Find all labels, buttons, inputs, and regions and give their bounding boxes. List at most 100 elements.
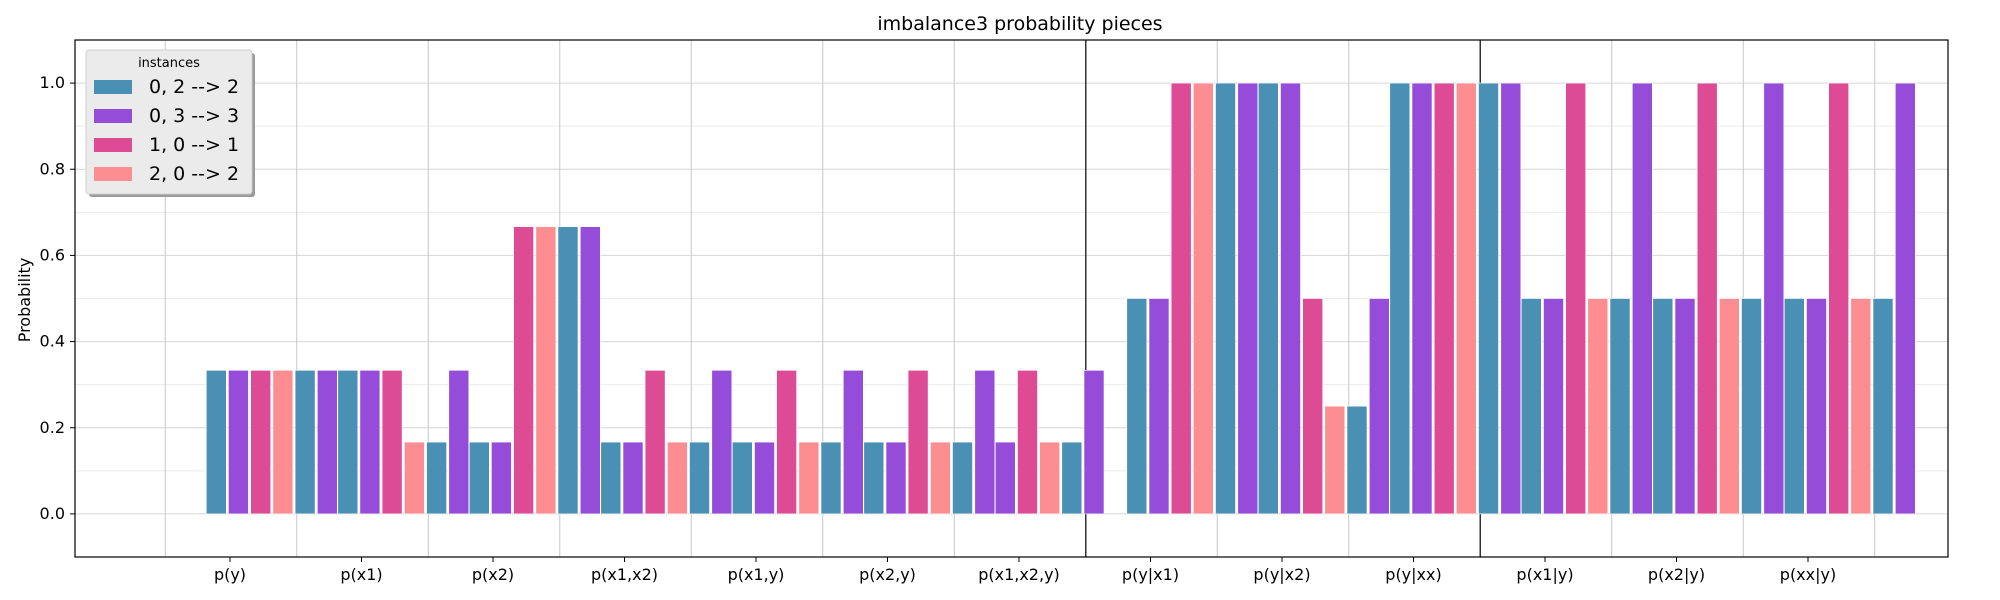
chart-title: imbalance3 probability pieces <box>877 13 1162 35</box>
bar <box>579 226 601 515</box>
bar <box>1346 405 1368 515</box>
bar <box>689 441 710 515</box>
bar <box>1456 82 1477 515</box>
bar <box>1565 82 1586 515</box>
bars <box>206 82 1916 515</box>
bar <box>1587 298 1609 515</box>
bar <box>1369 298 1390 515</box>
legend-swatch <box>94 109 132 123</box>
bar <box>337 369 359 515</box>
bar <box>448 369 470 515</box>
bar <box>1741 298 1762 515</box>
x-tick-label: p(x1,y) <box>728 565 785 584</box>
bar <box>426 441 447 515</box>
x-tick-label: p(x2|y) <box>1648 565 1705 584</box>
bar <box>1411 82 1433 515</box>
legend-swatch <box>94 80 132 94</box>
bar <box>622 441 644 515</box>
x-tick-label: p(y|x2) <box>1253 565 1310 584</box>
legend-title: instances <box>138 56 200 71</box>
x-tick-label: p(y) <box>214 565 246 584</box>
bar <box>1828 82 1849 515</box>
bar <box>1433 82 1455 515</box>
bar <box>381 369 403 515</box>
x-tick-label: p(y|xx) <box>1385 565 1441 584</box>
y-tick-label: 0.8 <box>40 159 65 178</box>
bar <box>1389 82 1411 515</box>
bar <box>1895 82 1916 515</box>
bar <box>1061 441 1083 515</box>
legend-swatch <box>94 138 132 152</box>
x-tick-label: p(x1|y) <box>1516 565 1573 584</box>
bar <box>316 369 338 515</box>
bar <box>644 369 666 515</box>
bar <box>250 369 271 515</box>
bar <box>600 441 622 515</box>
y-tick-label: 1.0 <box>40 73 65 92</box>
bar <box>359 369 381 515</box>
bar <box>1083 369 1105 515</box>
bar <box>404 441 425 515</box>
legend-swatch <box>94 167 132 181</box>
bar <box>711 369 733 515</box>
bar <box>820 441 842 515</box>
bar <box>1280 82 1301 515</box>
x-tick-label: p(x2) <box>472 565 514 584</box>
y-tick-label: 0.4 <box>40 332 65 351</box>
bar <box>1850 298 1872 515</box>
plot-frame <box>74 39 1949 558</box>
bar <box>842 369 864 515</box>
bar <box>1170 82 1192 515</box>
x-tick-label: p(xx|y) <box>1780 565 1836 584</box>
bar <box>468 441 490 515</box>
bar <box>754 441 775 515</box>
bar <box>1302 298 1323 515</box>
bar <box>1126 298 1148 515</box>
bar <box>1763 82 1785 515</box>
bar <box>1632 82 1653 515</box>
bar <box>1543 298 1564 515</box>
bar <box>1500 82 1522 515</box>
bar <box>1784 298 1805 515</box>
bar <box>1521 298 1542 515</box>
bar <box>1237 82 1259 515</box>
bar <box>667 441 688 515</box>
x-tick-label: p(x1,x2) <box>591 565 658 584</box>
bar <box>1609 298 1631 515</box>
y-tick-label: 0.0 <box>40 504 65 523</box>
x-axis: p(y) p(x1) p(x2) p(x1,x2) p(x1,y) p(x2,y) p(x1… <box>214 557 1836 584</box>
x-tick-label: p(x1) <box>340 565 382 584</box>
bar <box>863 441 885 515</box>
bar <box>1478 82 1499 515</box>
bar <box>206 369 227 515</box>
bar <box>930 441 951 515</box>
bar <box>1258 82 1279 515</box>
legend-label: 0, 3 --> 3 <box>149 105 239 127</box>
legend-label: 0, 2 --> 2 <box>149 76 239 98</box>
bar <box>1215 82 1236 515</box>
bar <box>1806 298 1827 515</box>
bar <box>1872 298 1894 515</box>
y-axis: 0.0 0.2 0.4 0.6 0.8 1.0 <box>40 73 75 523</box>
bar <box>272 369 294 515</box>
bar <box>907 369 929 515</box>
legend-label: 2, 0 --> 2 <box>149 163 239 185</box>
bar <box>513 226 534 515</box>
bar <box>1193 82 1214 515</box>
bar <box>557 226 579 515</box>
bar <box>974 369 996 515</box>
bar <box>228 369 249 515</box>
bar <box>1148 298 1170 515</box>
bar <box>294 369 316 515</box>
bar <box>535 226 557 515</box>
bar <box>1674 298 1696 515</box>
bar <box>885 441 907 515</box>
x-tick-label: p(y|x1) <box>1122 565 1179 584</box>
legend-label: 1, 0 --> 1 <box>149 134 239 156</box>
x-tick-label: p(x1,x2,y) <box>978 565 1060 584</box>
bar <box>798 441 820 515</box>
bar <box>776 369 797 515</box>
y-tick-label: 0.6 <box>40 245 65 264</box>
bar <box>1017 369 1038 515</box>
